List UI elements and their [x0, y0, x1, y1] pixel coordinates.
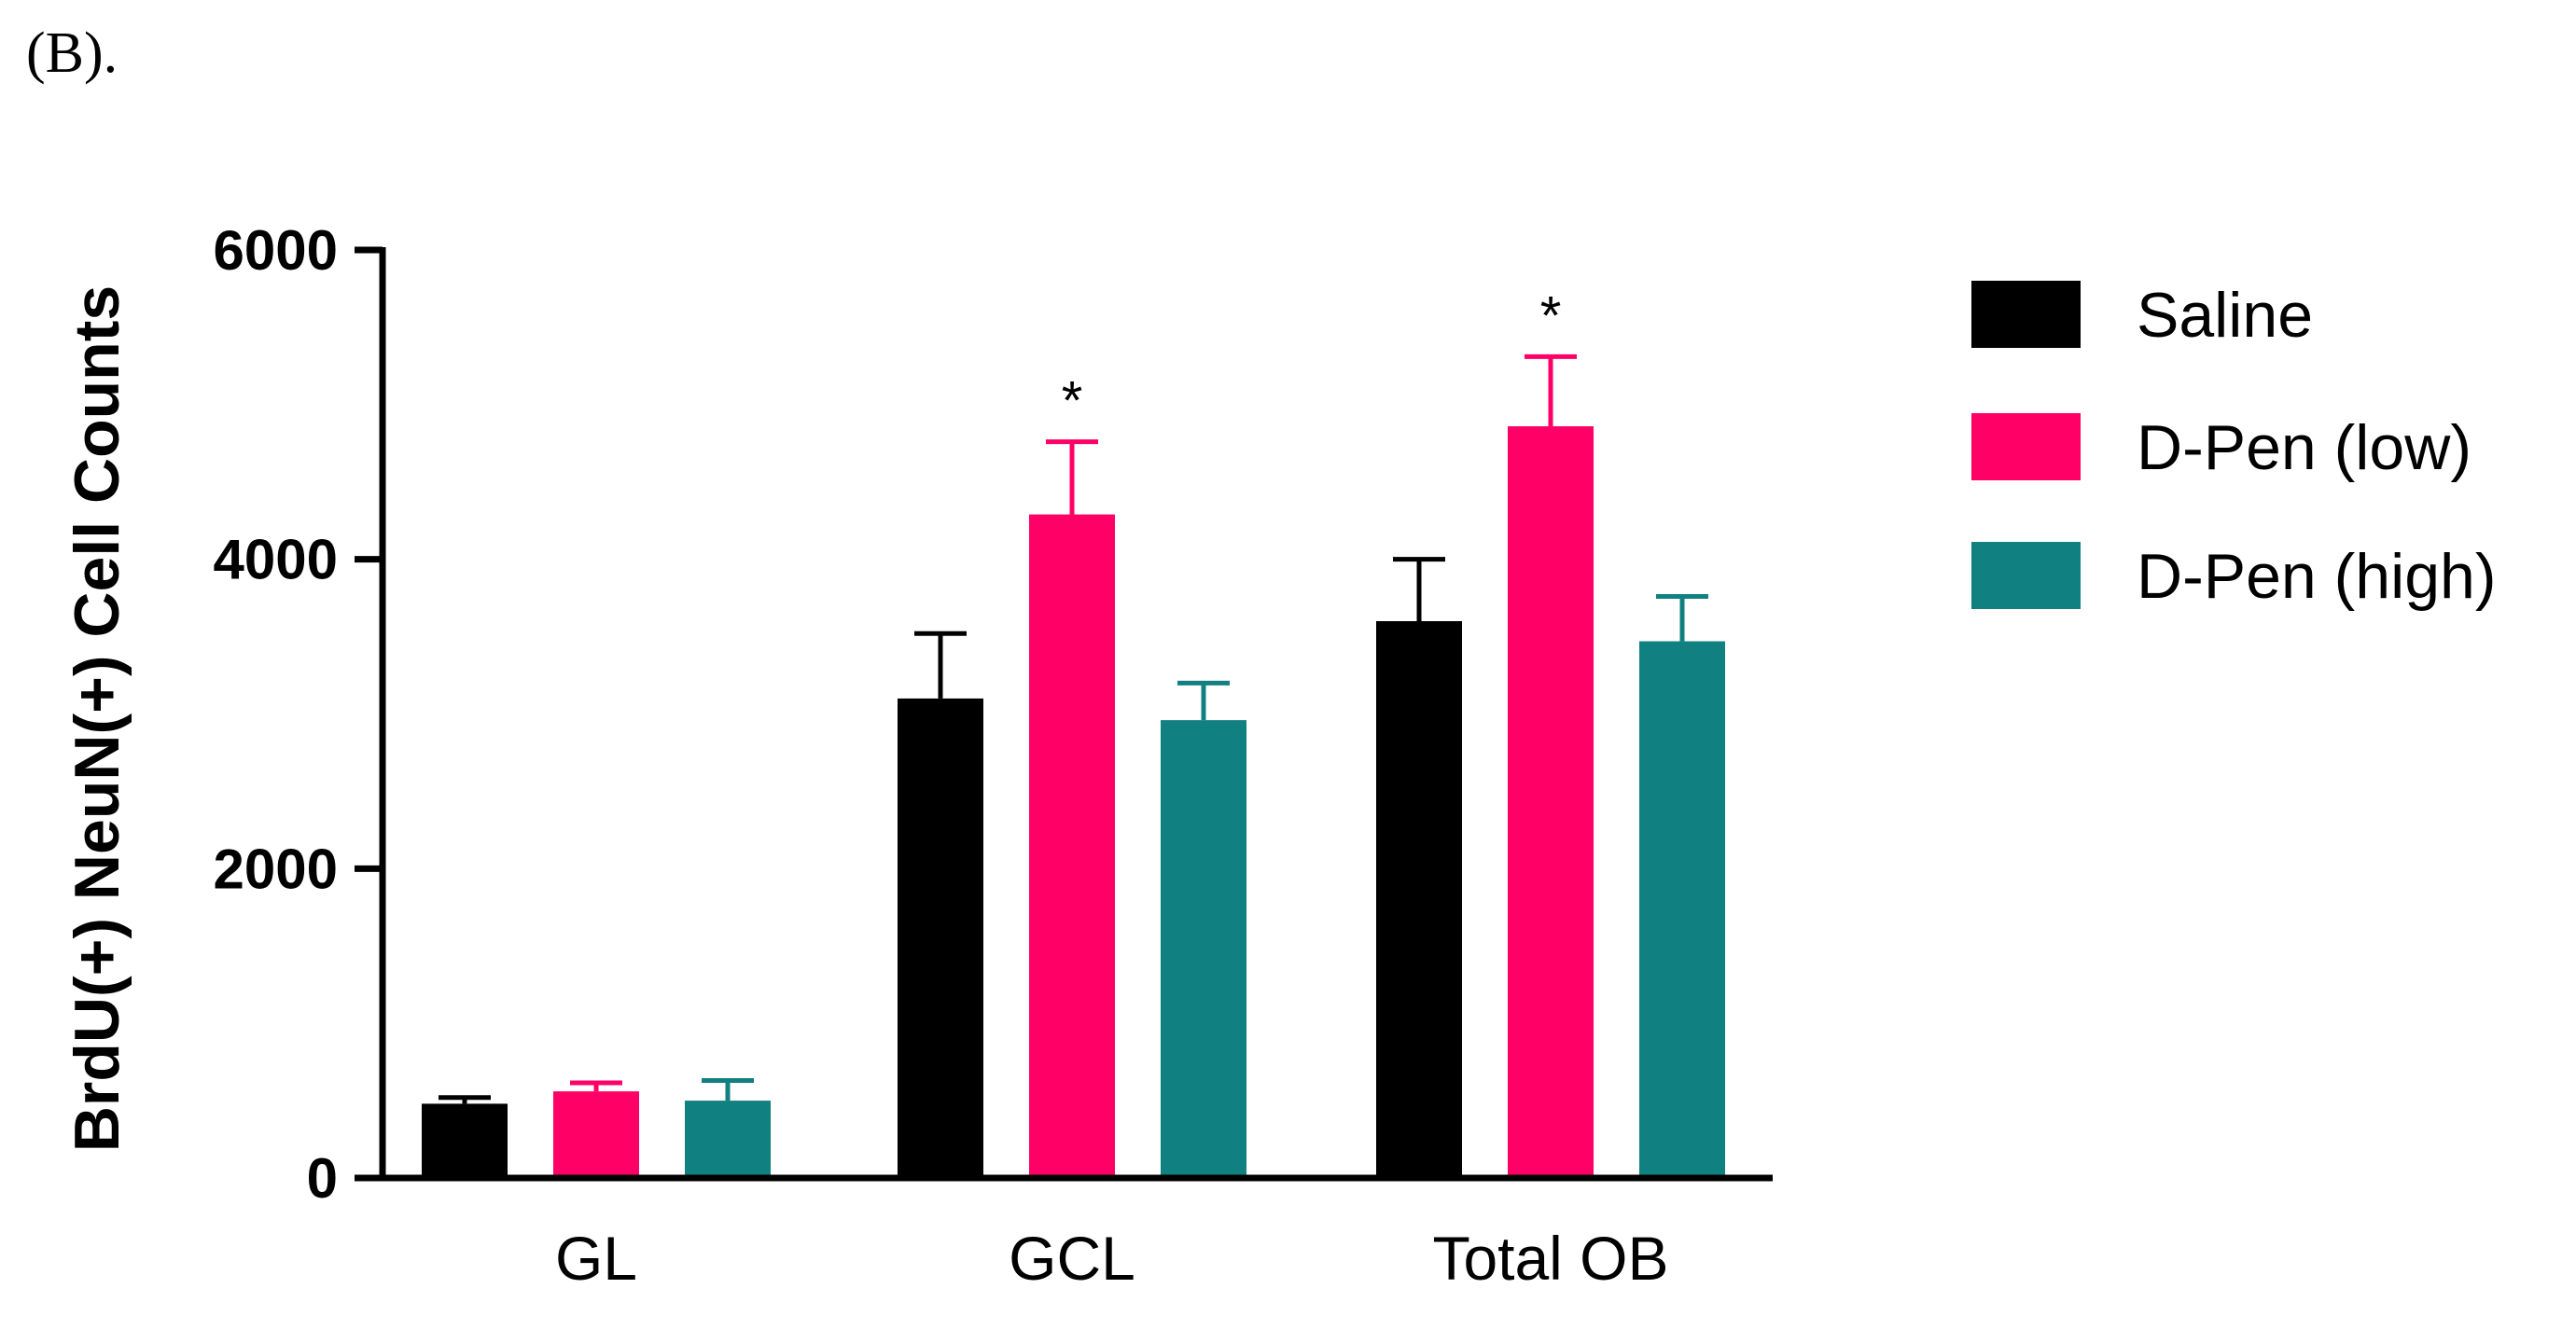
legend-label-d-pen-low: D-Pen (low) [2137, 412, 2472, 483]
legend: Saline D-Pen (low) D-Pen (high) [1971, 280, 2497, 612]
y-tick-label-2000: 2000 [214, 838, 338, 900]
bar-total-ob-d-pen-high [1639, 641, 1725, 1178]
bars-group: ** [422, 285, 1725, 1178]
bar-gl-d-pen-low [553, 1091, 639, 1178]
bar-gcl-d-pen-high [1161, 720, 1246, 1178]
legend-swatch-saline [1971, 281, 2081, 348]
significance-marker: * [1062, 371, 1083, 432]
y-tick-label-6000: 6000 [214, 219, 338, 282]
bar-total-ob-saline [1376, 621, 1462, 1178]
x-tick-label-gl: GL [555, 1224, 637, 1293]
bar-gl-d-pen-high [685, 1101, 771, 1178]
legend-label-saline: Saline [2137, 280, 2313, 351]
y-tick-label-0: 0 [307, 1147, 338, 1210]
x-tick-label-gcl: GCL [1009, 1224, 1135, 1293]
x-tick-label-total-ob: Total OB [1432, 1224, 1668, 1293]
y-axis-title: BrdU(+) NeuN(+) Cell Counts [62, 285, 132, 1152]
panel-label: (B). [26, 21, 118, 85]
legend-swatch-d-pen-low [1971, 413, 2081, 480]
axes-group: GL GCL Total OB 0 2000 4000 6000 BrdU(+) NeuN(+… [62, 219, 1773, 1293]
bar-gcl-saline [898, 698, 983, 1178]
legend-swatch-d-pen-high [1971, 542, 2081, 609]
significance-marker: * [1540, 285, 1562, 346]
bar-total-ob-d-pen-low [1508, 426, 1594, 1178]
legend-label-d-pen-high: D-Pen (high) [2137, 541, 2497, 612]
bar-gcl-d-pen-low [1029, 514, 1115, 1178]
bar-gl-saline [422, 1103, 508, 1178]
y-tick-label-4000: 4000 [214, 529, 338, 591]
